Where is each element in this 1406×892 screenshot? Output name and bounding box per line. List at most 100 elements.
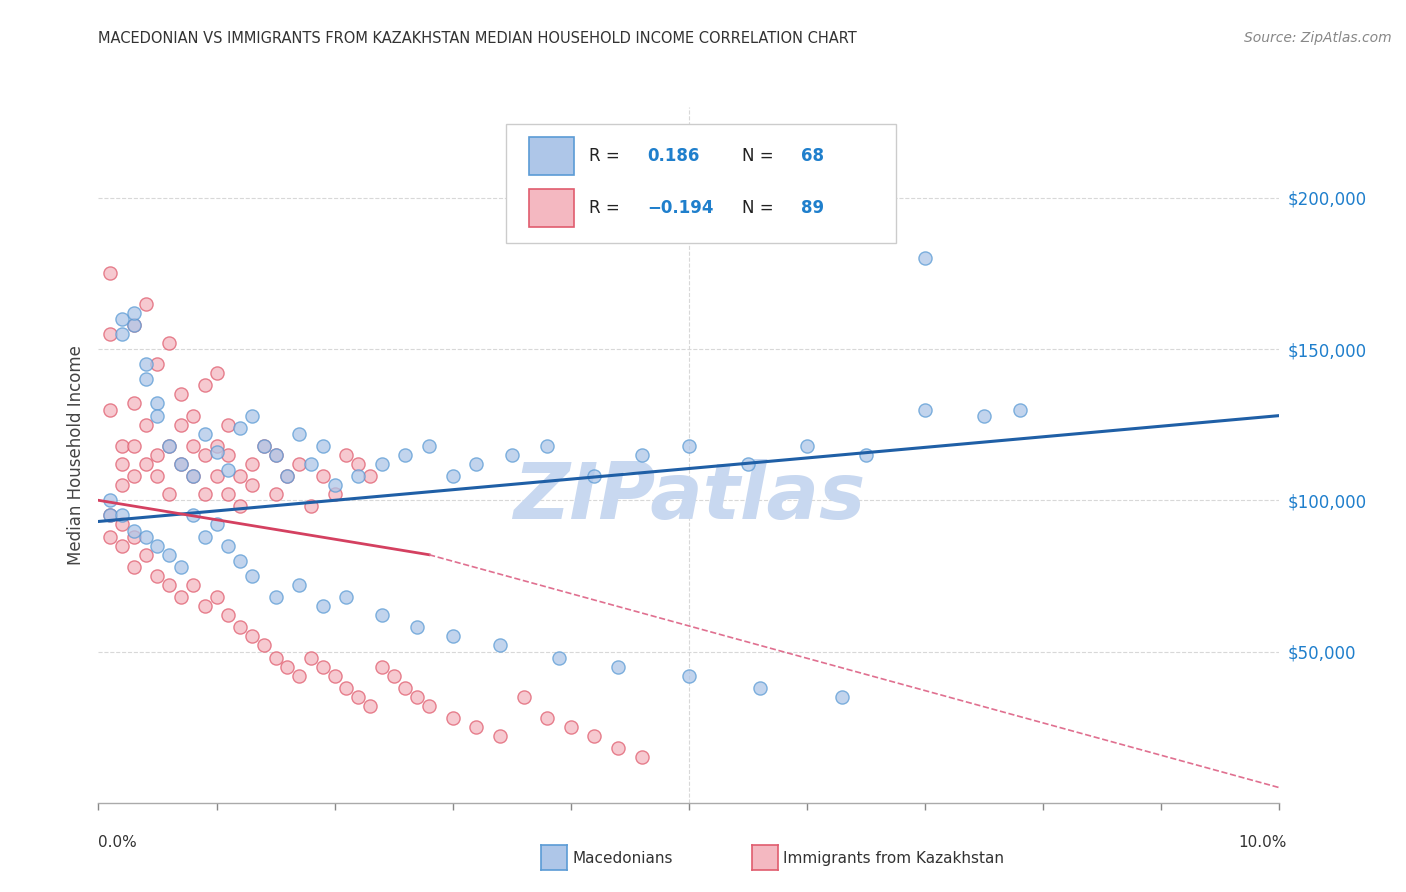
Point <box>122 318 145 332</box>
Point <box>371 457 394 471</box>
Point <box>489 639 512 653</box>
Point <box>194 487 217 501</box>
Bar <box>530 189 575 227</box>
Point <box>135 357 157 371</box>
Point <box>217 539 239 553</box>
Point <box>536 711 558 725</box>
Point <box>111 539 134 553</box>
Point <box>323 487 346 501</box>
Point <box>122 396 145 410</box>
Point <box>276 659 298 673</box>
Point <box>607 741 630 756</box>
Point <box>229 620 252 634</box>
Point <box>122 306 145 320</box>
Point <box>312 439 335 453</box>
Point <box>229 469 252 483</box>
Point <box>630 448 652 462</box>
Point <box>240 478 263 492</box>
Point <box>146 469 169 483</box>
Point <box>111 326 134 341</box>
Point <box>240 629 263 643</box>
Point <box>122 524 145 538</box>
Point <box>181 409 204 423</box>
Point <box>146 569 169 583</box>
Point <box>181 578 204 592</box>
Point <box>240 409 263 423</box>
Point <box>312 659 335 673</box>
Point <box>146 357 169 371</box>
Point <box>181 469 204 483</box>
Point <box>98 326 121 341</box>
Point <box>111 311 134 326</box>
Point <box>98 493 121 508</box>
Text: Macedonians: Macedonians <box>572 851 672 865</box>
Point <box>122 530 145 544</box>
Point <box>240 569 263 583</box>
Point <box>217 448 239 462</box>
Point <box>217 417 239 432</box>
Point <box>312 469 335 483</box>
Point <box>406 620 429 634</box>
Point <box>914 252 936 266</box>
Point <box>122 559 145 574</box>
Text: −0.194: −0.194 <box>648 199 714 217</box>
Point <box>181 469 204 483</box>
Point <box>441 711 464 725</box>
Point <box>394 448 416 462</box>
Y-axis label: Median Household Income: Median Household Income <box>66 345 84 565</box>
Point <box>288 426 311 441</box>
Point <box>157 548 180 562</box>
Point <box>205 469 228 483</box>
Point <box>418 698 440 713</box>
Point <box>122 318 145 332</box>
Point <box>157 336 180 351</box>
Point <box>347 690 370 704</box>
Point <box>217 608 239 623</box>
Point <box>548 650 571 665</box>
Point <box>98 530 121 544</box>
Point <box>737 457 759 471</box>
Point <box>146 539 169 553</box>
Point <box>973 409 995 423</box>
Point <box>678 439 700 453</box>
Point <box>347 457 370 471</box>
Point <box>264 590 287 604</box>
Point <box>98 508 121 523</box>
Point <box>135 417 157 432</box>
Point <box>205 590 228 604</box>
Point <box>335 590 357 604</box>
Point <box>135 548 157 562</box>
Point <box>205 439 228 453</box>
Point <box>170 457 193 471</box>
Point <box>394 681 416 695</box>
Point <box>1008 402 1031 417</box>
Point <box>194 599 217 614</box>
Point <box>441 629 464 643</box>
Point <box>299 500 322 514</box>
Point <box>678 669 700 683</box>
Point <box>501 448 523 462</box>
Text: 10.0%: 10.0% <box>1239 836 1286 850</box>
Point <box>406 690 429 704</box>
Point <box>240 457 263 471</box>
Point <box>855 448 877 462</box>
Point <box>111 517 134 532</box>
Point <box>194 448 217 462</box>
Point <box>181 439 204 453</box>
Point <box>194 378 217 392</box>
Point <box>253 639 276 653</box>
Point <box>335 448 357 462</box>
Point <box>170 590 193 604</box>
Text: N =: N = <box>742 199 779 217</box>
Point <box>264 448 287 462</box>
Point <box>831 690 853 704</box>
Point <box>181 508 204 523</box>
Point <box>194 426 217 441</box>
Text: Immigrants from Kazakhstan: Immigrants from Kazakhstan <box>783 851 1004 865</box>
Point <box>276 469 298 483</box>
Point <box>205 445 228 459</box>
Point <box>146 448 169 462</box>
Point <box>157 439 180 453</box>
Point <box>111 508 134 523</box>
Point <box>264 448 287 462</box>
